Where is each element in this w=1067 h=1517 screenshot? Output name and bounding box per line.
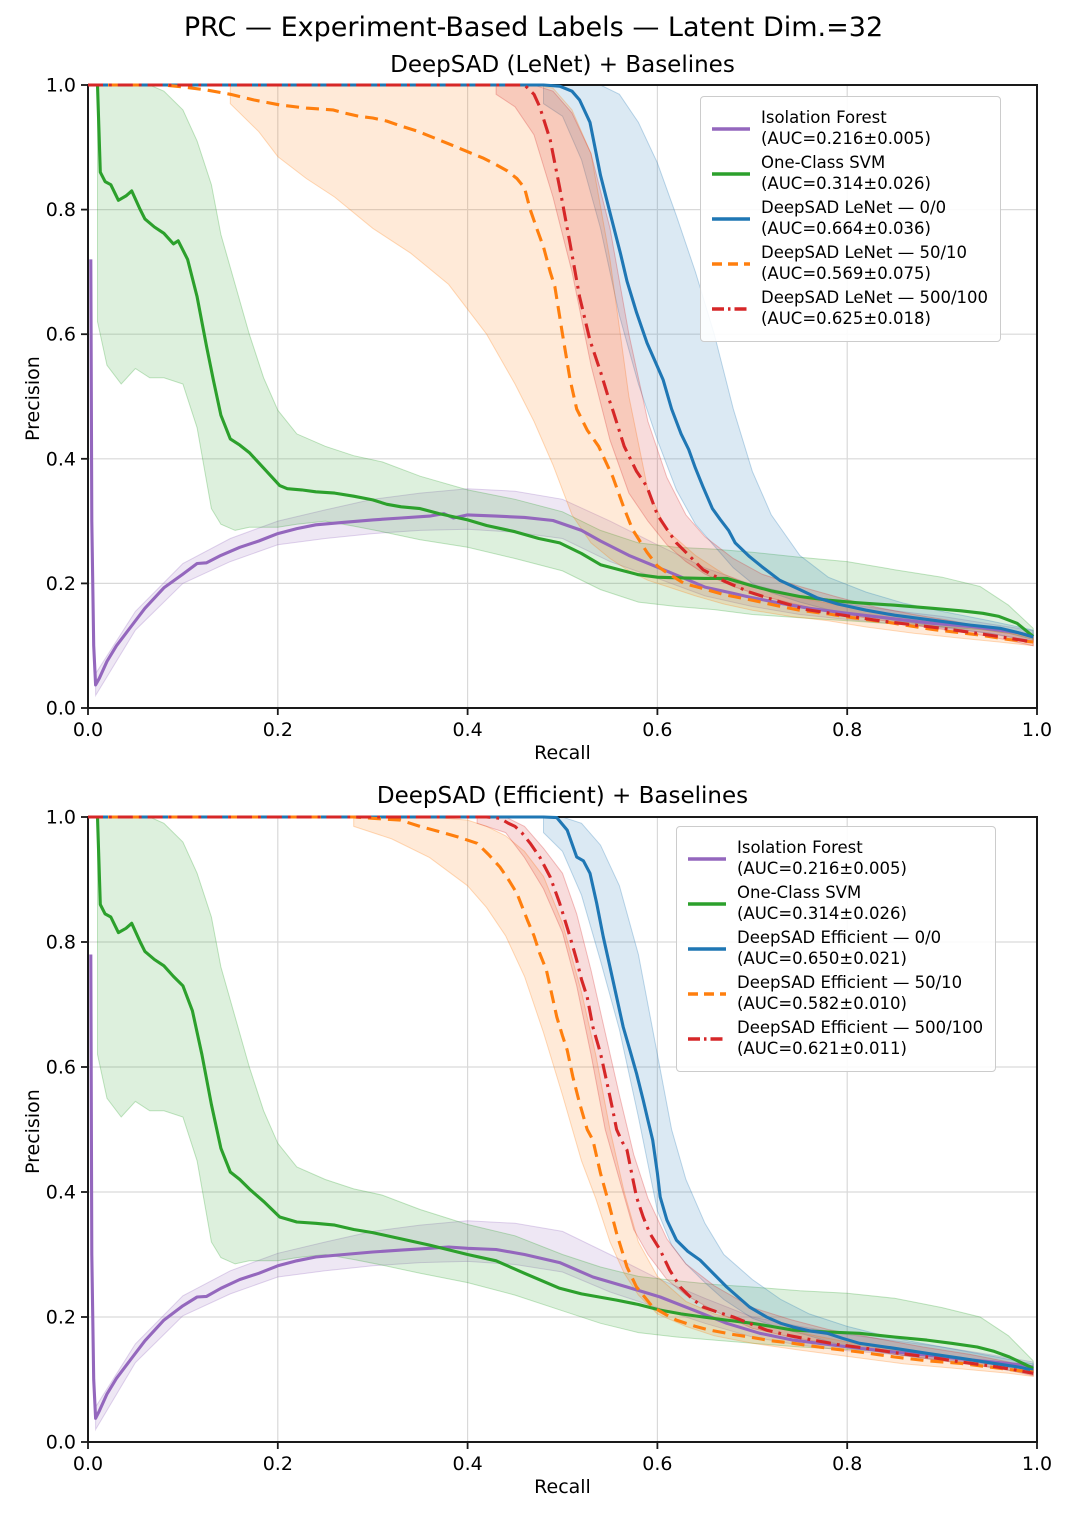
x-tick-label: 0.0 — [73, 719, 103, 741]
x-tick-label: 1.0 — [1022, 1453, 1052, 1475]
legend-text-deepsad-efficient-500-100: DeepSAD Efficient — 500/100 (AUC=0.621±0.… — [737, 1018, 983, 1060]
legend-entry-deepsad-lenet-500-100: DeepSAD LeNet — 500/100 (AUC=0.625±0.018) — [711, 288, 988, 330]
y-tick-label: 0.6 — [46, 324, 76, 346]
y-tick-label: 1.0 — [46, 807, 76, 829]
x-tick-label: 0.2 — [263, 1453, 293, 1475]
legend-label: DeepSAD LeNet — 0/0 — [761, 197, 947, 217]
curve-isolation-forest — [89, 259, 1034, 687]
curve-one-class-svm — [91, 83, 1035, 638]
legend-line-deepsad-lenet-0-0 — [712, 216, 750, 221]
legend-line-isolation-forest — [712, 127, 750, 131]
legend-text-one-class-svm: One-Class SVM (AUC=0.314±0.026) — [761, 153, 931, 195]
y-axis-label-top: Precision — [22, 356, 44, 441]
legend-text-deepsad-efficient-50-10: DeepSAD Efficient — 50/10 (AUC=0.582±0.01… — [737, 973, 962, 1015]
legend-auc-value: (AUC=0.625±0.018) — [761, 308, 931, 328]
legend-label: DeepSAD Efficient — 50/10 — [737, 972, 963, 992]
legend-line-deepsad-lenet-50-10 — [712, 261, 750, 266]
legend-line-deepsad-lenet-500-100 — [712, 306, 750, 311]
legend-entry-deepsad-efficient-500-100: DeepSAD Efficient — 500/100 (AUC=0.621±0.… — [687, 1018, 983, 1060]
legend-label: Isolation Forest — [737, 838, 863, 857]
legend-line-deepsad-efficient-0-0 — [688, 946, 726, 951]
y-tick-label: 0.4 — [46, 1182, 76, 1204]
legend-line-isolation-forest — [688, 857, 726, 861]
legend-label: One-Class SVM — [761, 152, 886, 172]
legend-text-deepsad-efficient-0-0: DeepSAD Efficient — 0/0 (AUC=0.650±0.021) — [737, 928, 941, 970]
legend-bottom: Isolation Forest (AUC=0.216±0.005) One-Cla… — [676, 826, 997, 1072]
confidence-band-deepsad-lenet-0-0 — [543, 84, 1034, 643]
legend-auc-value: (AUC=0.621±0.011) — [737, 1038, 907, 1058]
legend-label: DeepSAD Efficient — 500/100 — [737, 1017, 984, 1037]
x-tick-label: 0.4 — [452, 719, 482, 741]
legend-label: DeepSAD LeNet — 500/100 — [761, 287, 989, 307]
y-tick-label: 0.0 — [46, 1432, 76, 1454]
legend-text-deepsad-lenet-0-0: DeepSAD LeNet — 0/0 (AUC=0.664±0.036) — [761, 198, 946, 240]
y-tick-label: 0.2 — [46, 1307, 76, 1329]
subplot-title-efficient: DeepSAD (Efficient) + Baselines — [376, 783, 749, 809]
x-tick-label: 0.2 — [263, 719, 293, 741]
legend-label: DeepSAD Efficient — 0/0 — [737, 927, 942, 947]
legend-label: Isolation Forest — [761, 108, 887, 127]
legend-text-deepsad-lenet-50-10: DeepSAD LeNet — 50/10 (AUC=0.569±0.075) — [761, 243, 967, 285]
legend-entry-deepsad-efficient-0-0: DeepSAD Efficient — 0/0 (AUC=0.650±0.021) — [687, 928, 983, 970]
legend-line-deepsad-efficient-50-10 — [688, 991, 726, 996]
x-tick-label: 0.6 — [642, 1453, 672, 1475]
curve-deepsad-lenet-50-10 — [88, 83, 1034, 644]
legend-line-deepsad-efficient-500-100 — [688, 1036, 726, 1041]
curve-deepsad-lenet-0-0 — [88, 83, 1034, 639]
y-tick-label: 0.6 — [46, 1057, 76, 1079]
legend-entry-isolation-forest: Isolation Forest (AUC=0.216±0.005) — [687, 838, 983, 880]
figure-title: PRC — Experiment-Based Labels — Latent D… — [183, 12, 884, 43]
y-tick-label: 0.0 — [46, 698, 76, 720]
legend-label: DeepSAD LeNet — 50/10 — [761, 242, 968, 262]
axes-frame — [87, 816, 1038, 1443]
legend-top: Isolation Forest (AUC=0.216±0.005) One-Cla… — [700, 96, 1002, 342]
legend-entry-deepsad-lenet-0-0: DeepSAD LeNet — 0/0 (AUC=0.664±0.036) — [711, 198, 988, 240]
confidence-band-one-class-svm — [97, 84, 1034, 641]
x-tick-label: 0.8 — [832, 719, 862, 741]
legend-label: One-Class SVM — [737, 882, 862, 902]
curve-deepsad-efficient-0-0 — [88, 815, 1034, 1372]
legend-auc-value: (AUC=0.216±0.005) — [761, 128, 931, 148]
curve-deepsad-efficient-500-100 — [88, 815, 1034, 1375]
legend-entry-deepsad-efficient-50-10: DeepSAD Efficient — 50/10 (AUC=0.582±0.01… — [687, 973, 983, 1015]
legend-text-deepsad-lenet-500-100: DeepSAD LeNet — 500/100 (AUC=0.625±0.018) — [761, 288, 988, 330]
legend-line-one-class-svm — [712, 172, 750, 176]
x-tick-label: 1.0 — [1022, 719, 1052, 741]
legend-auc-value: (AUC=0.569±0.075) — [761, 263, 931, 283]
x-axis-label-top: Recall — [534, 742, 591, 764]
y-tick-label: 0.8 — [46, 932, 76, 954]
legend-line-one-class-svm — [688, 902, 726, 906]
y-tick-label: 0.8 — [46, 199, 76, 221]
confidence-band-one-class-svm — [97, 816, 1034, 1373]
axes-frame — [87, 84, 1038, 709]
y-tick-label: 0.4 — [46, 448, 76, 470]
legend-entry-isolation-forest: Isolation Forest (AUC=0.216±0.005) — [711, 108, 988, 150]
x-tick-label: 0.0 — [73, 1453, 103, 1475]
y-axis-label-bottom: Precision — [22, 1089, 44, 1174]
legend-text-isolation-forest: Isolation Forest (AUC=0.216±0.005) — [737, 838, 907, 880]
legend-text-one-class-svm: One-Class SVM (AUC=0.314±0.026) — [737, 883, 907, 925]
x-tick-label: 0.8 — [832, 1453, 862, 1475]
legend-auc-value: (AUC=0.582±0.010) — [737, 993, 907, 1013]
legend-auc-value: (AUC=0.650±0.021) — [737, 948, 907, 968]
x-tick-label: 0.4 — [452, 1453, 482, 1475]
subplot-title-lenet: DeepSAD (LeNet) + Baselines — [390, 52, 735, 78]
legend-auc-value: (AUC=0.314±0.026) — [737, 903, 907, 923]
curve-deepsad-lenet-500-100 — [88, 83, 1034, 644]
legend-entry-one-class-svm: One-Class SVM (AUC=0.314±0.026) — [711, 153, 988, 195]
curve-isolation-forest — [89, 954, 1034, 1420]
y-tick-label: 0.2 — [46, 573, 76, 595]
legend-auc-value: (AUC=0.216±0.005) — [737, 858, 907, 878]
curve-deepsad-efficient-50-10 — [88, 815, 1034, 1374]
x-axis-label-bottom: Recall — [534, 1476, 591, 1498]
legend-entry-one-class-svm: One-Class SVM (AUC=0.314±0.026) — [687, 883, 983, 925]
y-tick-label: 1.0 — [46, 75, 76, 97]
legend-entry-deepsad-lenet-50-10: DeepSAD LeNet — 50/10 (AUC=0.569±0.075) — [711, 243, 988, 285]
legend-text-isolation-forest: Isolation Forest (AUC=0.216±0.005) — [761, 108, 931, 150]
x-tick-label: 0.6 — [642, 719, 672, 741]
legend-auc-value: (AUC=0.664±0.036) — [761, 218, 931, 238]
legend-auc-value: (AUC=0.314±0.026) — [761, 173, 931, 193]
